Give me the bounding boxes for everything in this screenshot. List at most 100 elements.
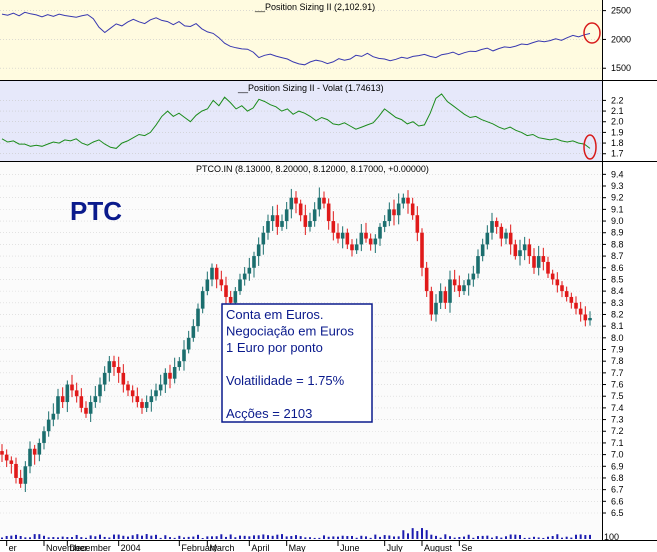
- y-tick-label: 8.0: [611, 333, 624, 343]
- candle-body: [14, 463, 18, 478]
- candle-body: [499, 226, 504, 239]
- candle-body: [578, 308, 583, 315]
- info-box-line: 1 Euro por ponto: [226, 340, 323, 355]
- volume-bar: [52, 537, 55, 539]
- candle-body: [373, 238, 378, 245]
- volume-bar: [262, 534, 265, 539]
- candle-body: [107, 361, 112, 373]
- volume-bar: [169, 537, 171, 539]
- volume-bar: [360, 535, 363, 539]
- volume-bar: [341, 535, 344, 539]
- volume-bar: [295, 535, 297, 539]
- candle-body: [322, 197, 326, 204]
- y-tick-label: 8.7: [611, 251, 624, 261]
- volume-bar: [66, 537, 69, 539]
- y-tick-label: 7.5: [611, 391, 624, 401]
- volatility-line: [1, 93, 591, 149]
- volume-bar: [276, 534, 279, 539]
- volume-bar: [122, 535, 125, 539]
- volume-bar: [439, 537, 442, 539]
- volume-bar: [346, 536, 349, 539]
- candle-body: [196, 308, 200, 327]
- volume-bar: [61, 536, 64, 539]
- volume-bar: [355, 537, 358, 539]
- candle-body: [233, 291, 238, 303]
- candle-body: [443, 291, 448, 303]
- candle-body: [93, 396, 98, 403]
- candle-body: [60, 396, 65, 403]
- candle-body: [308, 221, 312, 227]
- volume-bar: [467, 534, 470, 539]
- candle-body: [494, 221, 499, 227]
- y-tick-label: 8.9: [611, 228, 624, 238]
- candle-body: [336, 232, 340, 239]
- y-tick-label: 7.1: [611, 438, 624, 448]
- candle-body: [331, 221, 336, 233]
- panel-volat-gridlines: [0, 100, 602, 155]
- candle-body: [504, 232, 508, 239]
- candle-body: [280, 221, 284, 227]
- candle-body: [536, 256, 541, 268]
- volume-bar: [127, 536, 129, 539]
- volume-bar: [99, 534, 101, 539]
- candle-body: [163, 372, 168, 385]
- volume-bar: [304, 537, 307, 539]
- candle-body: [541, 256, 546, 262]
- volume-bar: [33, 534, 36, 539]
- candle-body: [508, 232, 513, 245]
- candle-body: [224, 285, 228, 297]
- candle-body: [70, 384, 74, 391]
- candle-body: [214, 267, 219, 280]
- volume-bar: [71, 537, 73, 539]
- volume-bar: [388, 535, 391, 539]
- y-tick-label: 8.5: [611, 274, 624, 284]
- volume-bar: [416, 531, 419, 539]
- volume-bar: [141, 535, 143, 539]
- x-tick-label: March: [209, 543, 234, 552]
- volume-bar: [229, 534, 232, 539]
- volume-bar: [108, 537, 111, 539]
- candle-body: [429, 291, 434, 315]
- candle-body: [256, 244, 261, 257]
- y-tick-label: 1.8: [611, 138, 624, 148]
- candle-body: [583, 314, 588, 321]
- candle-body: [317, 197, 322, 210]
- volume-bar: [421, 528, 423, 539]
- volume-bar: [29, 537, 31, 539]
- candle-body: [466, 279, 471, 286]
- volume-bar: [519, 534, 521, 539]
- candle-body: [452, 279, 457, 286]
- volume-label: 100: [604, 532, 619, 542]
- volume-bar: [173, 537, 176, 539]
- volume-bar: [393, 536, 395, 539]
- candle-body: [79, 396, 84, 408]
- candle-body: [102, 372, 107, 385]
- candle-body: [382, 221, 387, 227]
- candle-body: [560, 285, 564, 292]
- candle-body: [228, 296, 233, 303]
- candle-body: [247, 267, 252, 274]
- candle-body: [140, 402, 144, 408]
- candle-body: [298, 203, 303, 216]
- candle-body: [513, 244, 518, 257]
- candle-body: [46, 419, 51, 432]
- volume-bar: [323, 535, 325, 539]
- info-box-line: Volatilidade = 1.75%: [226, 373, 345, 388]
- candle-body: [177, 361, 182, 368]
- panel-volat-axis-background: [602, 81, 657, 161]
- candle-body: [186, 337, 191, 350]
- y-tick-label: 7.4: [611, 403, 624, 413]
- candle-body: [56, 396, 60, 414]
- candle-body: [149, 396, 154, 403]
- volume-bar: [435, 535, 437, 539]
- candle-body: [294, 197, 298, 204]
- candle-body: [354, 244, 359, 251]
- volume-bar: [313, 537, 316, 539]
- volume-bar: [215, 536, 218, 539]
- volume-bar: [533, 536, 535, 539]
- volume-bar: [523, 537, 526, 539]
- y-tick-label: 7.2: [611, 426, 624, 436]
- volume-bar: [402, 530, 405, 539]
- y-tick-label: 8.8: [611, 239, 624, 249]
- volume-bar: [589, 534, 591, 539]
